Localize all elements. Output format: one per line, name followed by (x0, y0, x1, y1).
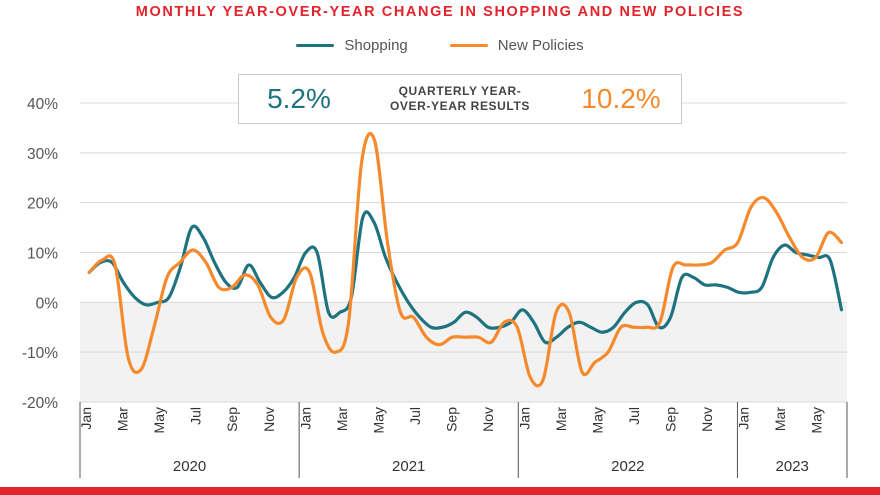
year-label: 2020 (173, 458, 206, 475)
y-tick-label: 40% (27, 96, 58, 113)
quarterly-results-box: 5.2% QUARTERLY YEAR- OVER-YEAR RESULTS 1… (238, 74, 682, 124)
x-tick-label: Mar (772, 407, 788, 431)
x-tick-label: Jul (626, 407, 642, 425)
y-tick-label: -20% (22, 395, 58, 412)
x-tick-label: Sep (443, 407, 459, 432)
quarterly-results-label-line-1: QUARTERLY YEAR- (398, 84, 522, 98)
x-tick-label: May (151, 407, 167, 433)
y-tick-label: -10% (22, 345, 58, 362)
chart-title: MONTHLY YEAR-OVER-YEAR CHANGE IN SHOPPIN… (135, 4, 745, 20)
x-tick-label: Jan (297, 407, 313, 430)
x-tick-label: Jan (78, 407, 94, 430)
y-tick-label: 30% (27, 146, 58, 163)
x-tick-label: Mar (553, 407, 569, 431)
x-tick-label: Mar (115, 407, 131, 431)
x-tick-label: Nov (699, 407, 715, 432)
quarterly-results-label-line-2: OVER-YEAR RESULTS (390, 99, 530, 113)
year-label: 2021 (392, 458, 425, 475)
legend-label-shopping: Shopping (344, 37, 408, 54)
x-tick-label: Jan (736, 407, 752, 430)
x-tick-label: Nov (261, 407, 277, 432)
legend-item-new-policies[interactable]: New Policies (449, 37, 584, 54)
legend-swatch-shopping (296, 44, 335, 47)
x-tick-label: Jan (516, 407, 532, 430)
x-tick-label: May (370, 407, 386, 433)
x-tick-label: Jul (188, 407, 204, 425)
x-tick-label: May (589, 407, 605, 433)
legend-label-new-policies: New Policies (497, 37, 584, 54)
x-tick-label: Nov (480, 407, 496, 432)
legend-swatch-new-policies (449, 44, 488, 47)
quarterly-results-label: QUARTERLY YEAR- OVER-YEAR RESULTS (359, 84, 561, 114)
x-tick-label: May (809, 407, 825, 433)
x-tick-label: Jul (407, 407, 423, 425)
legend: Shopping New Policies (0, 37, 880, 54)
x-tick-label: Mar (334, 407, 350, 431)
series-line-new-policies (87, 132, 844, 388)
year-label: 2023 (776, 458, 809, 475)
y-tick-label: 20% (27, 196, 58, 213)
shopping-quarterly-value: 5.2% (267, 83, 331, 114)
legend-item-shopping[interactable]: Shopping (296, 37, 408, 54)
series-line-shopping (87, 210, 844, 345)
x-tick-label: Sep (663, 407, 679, 432)
y-tick-label: 0% (36, 295, 59, 312)
policies-quarterly-value: 10.2% (581, 83, 661, 114)
bottom-accent-bar (0, 487, 880, 495)
x-tick-label: Sep (224, 407, 240, 432)
year-label: 2022 (611, 458, 644, 475)
y-tick-label: 10% (27, 246, 58, 263)
